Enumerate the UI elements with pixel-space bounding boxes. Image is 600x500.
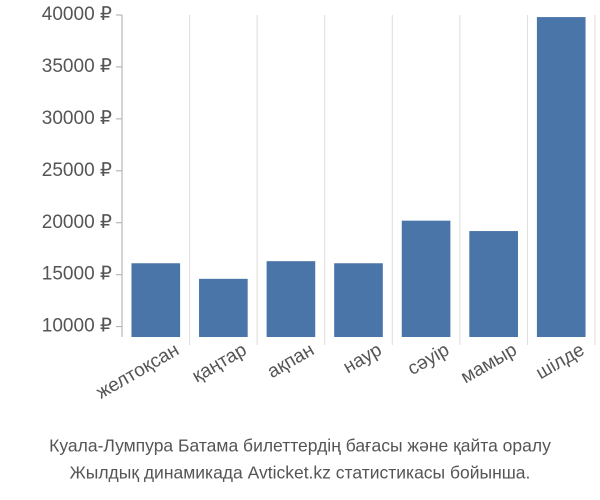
y-tick-label: 30000 ₽	[42, 108, 112, 129]
bar	[536, 17, 586, 337]
bar	[469, 231, 518, 337]
y-tick-label: 15000 ₽	[42, 264, 112, 285]
bar	[266, 261, 316, 337]
bar	[199, 278, 248, 337]
x-tick-label: ақпан	[264, 339, 318, 382]
x-tick-label: шілде	[532, 339, 588, 383]
x-tick-label: наур	[340, 339, 386, 378]
y-tick-label: 10000 ₽	[42, 316, 112, 337]
y-tick-label: 20000 ₽	[42, 212, 112, 233]
bar	[334, 263, 383, 337]
y-tick-label: 35000 ₽	[42, 56, 112, 77]
x-tick-label: сәуір	[404, 339, 453, 379]
caption-line: Жылдық динамикада Avticket.kz статистика…	[70, 463, 531, 483]
x-tick-label: қаңтар	[189, 339, 251, 387]
bar	[401, 220, 451, 337]
y-tick-label: 25000 ₽	[42, 160, 112, 181]
caption-line: Куала-Лумпура Батама билеттердің бағасы …	[49, 436, 551, 456]
x-tick-label: мамыр	[457, 339, 520, 388]
x-tick-label: желтоқсан	[93, 339, 183, 403]
bar	[131, 263, 181, 337]
y-tick-label: 40000 ₽	[42, 4, 112, 25]
